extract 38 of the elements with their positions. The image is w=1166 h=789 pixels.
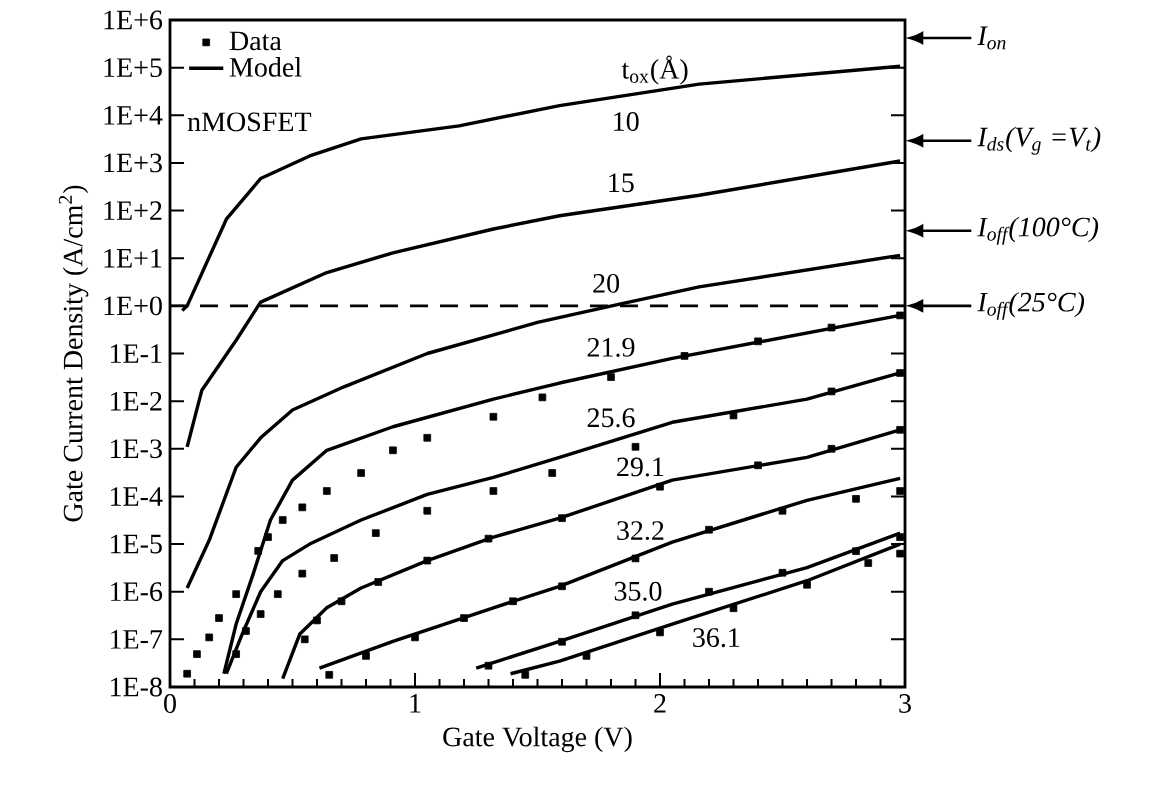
- y-tick-label: 1E-2: [110, 391, 162, 411]
- y-axis-title: Gate Current Density (A/cm$^{2}$): [58, 185, 89, 522]
- x-tick-label: 0: [164, 694, 176, 713]
- annotation: 21.9: [587, 337, 635, 357]
- annotation: 25.6: [587, 408, 635, 428]
- y-tick-label: 1E+3: [104, 153, 162, 173]
- annotation: 10: [614, 112, 639, 131]
- y-tick-label: 1E+4: [104, 106, 163, 125]
- y-tick-label: 1E+5: [104, 58, 162, 78]
- annotation: t$_{ox}$(Å): [621, 55, 688, 85]
- y-tick-label: 1E-6: [110, 582, 163, 602]
- legend-label: Data: [229, 31, 282, 51]
- x-tick-label: 3: [899, 694, 911, 713]
- annotation: 20: [593, 273, 620, 293]
- y-tick-label: 1E-1: [110, 344, 162, 363]
- annotation: 32.2: [617, 521, 664, 541]
- y-tick-label: 1E-3: [110, 439, 162, 459]
- annotation: 29.1: [617, 457, 664, 477]
- legend-label: Model: [229, 57, 302, 77]
- y-tick-label: 1E-4: [110, 487, 163, 506]
- y-tick-label: 1E+0: [104, 296, 162, 316]
- annotation: 36.1: [693, 628, 740, 648]
- x-tick-label: 2: [654, 694, 666, 713]
- y-tick-label: 1E+1: [104, 248, 162, 268]
- y-tick-label: 1E-8: [110, 677, 162, 697]
- text: I$_{ds}$(V$_{g}$ =V$_{t}$): [977, 126, 1101, 155]
- text: I$_{off}$(100°C): [977, 216, 1099, 245]
- annotation: 35.0: [614, 581, 662, 601]
- y-tick-label: 1E-7: [110, 630, 163, 649]
- text: I$_{on}$: [977, 26, 1006, 50]
- x-tick-label: 1: [410, 694, 421, 713]
- y-tick-label: 1E-5: [110, 534, 162, 554]
- x-axis-title: Gate Voltage (V): [443, 726, 632, 753]
- y-tick-label: 1E+2: [104, 201, 162, 220]
- annotation: I$_{off}$(25°C): [977, 291, 1085, 320]
- annotation: 15: [609, 173, 634, 193]
- annotation: nMOSFET: [187, 112, 312, 132]
- y-tick-label: 1E+6: [104, 10, 163, 30]
